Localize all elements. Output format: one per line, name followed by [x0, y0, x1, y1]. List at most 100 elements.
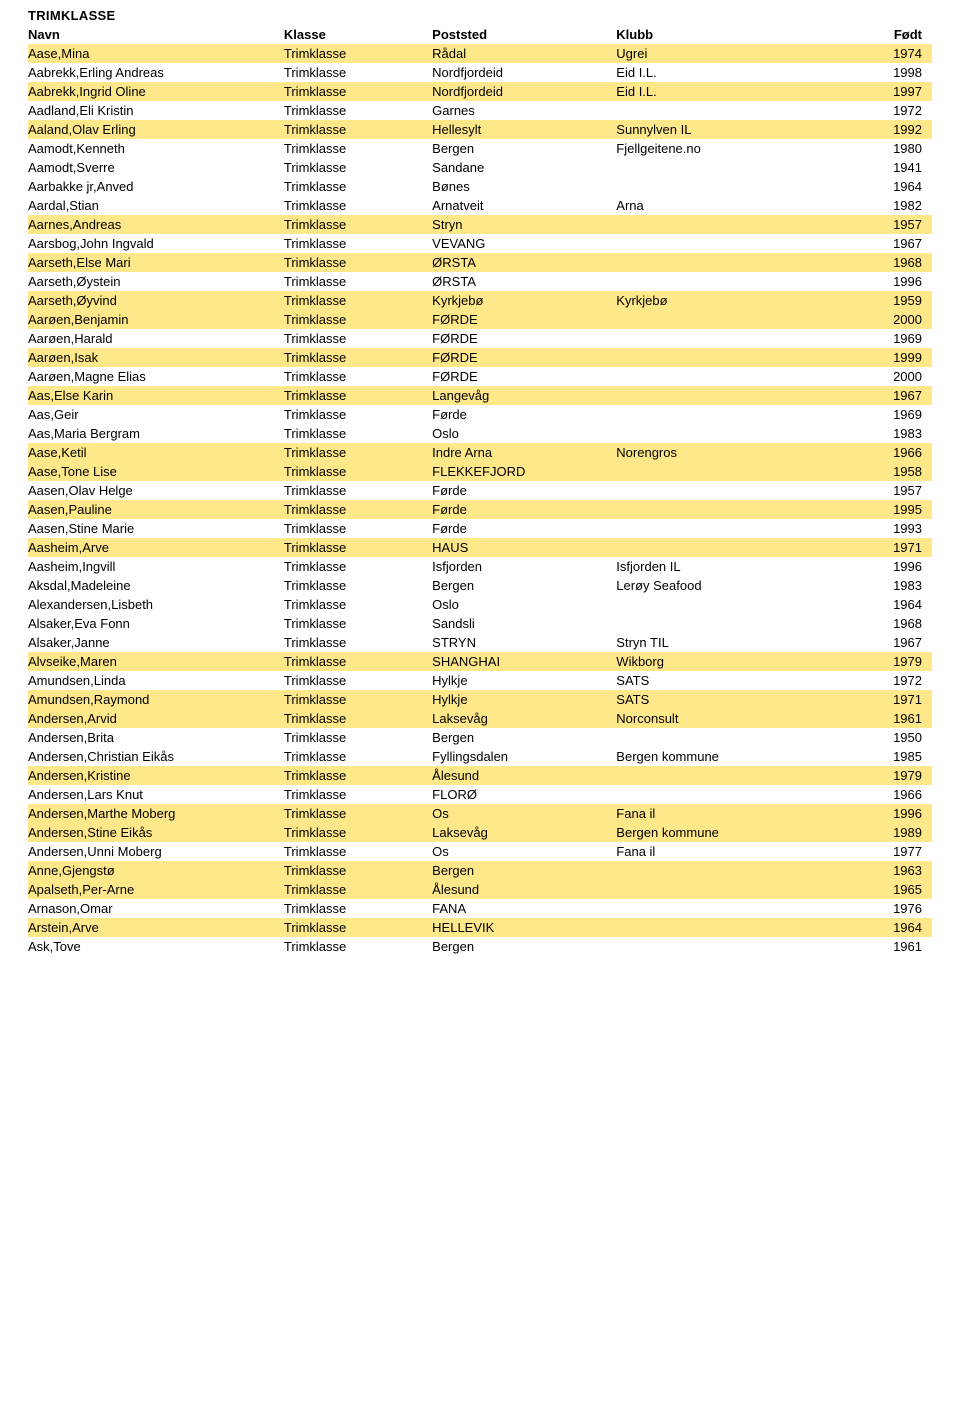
cell-poststed: FLEKKEFJORD	[432, 462, 616, 481]
cell-poststed: Førde	[432, 500, 616, 519]
cell-klubb: Lerøy Seafood	[616, 576, 848, 595]
cell-klasse: Trimklasse	[284, 614, 432, 633]
cell-navn: Aabrekk,Ingrid Oline	[28, 82, 284, 101]
cell-klubb: Fjellgeitene.no	[616, 139, 848, 158]
table-row: Aabrekk,Erling AndreasTrimklasseNordfjor…	[28, 63, 932, 82]
cell-fodt: 1999	[848, 348, 932, 367]
cell-poststed: Bønes	[432, 177, 616, 196]
cell-klasse: Trimklasse	[284, 196, 432, 215]
page-title: TRIMKLASSE	[28, 8, 932, 23]
cell-navn: Aarseth,Øyvind	[28, 291, 284, 310]
cell-klasse: Trimklasse	[284, 899, 432, 918]
cell-poststed: Bergen	[432, 861, 616, 880]
cell-klasse: Trimklasse	[284, 519, 432, 538]
cell-klubb: Bergen kommune	[616, 747, 848, 766]
cell-klasse: Trimklasse	[284, 272, 432, 291]
cell-fodt: 1996	[848, 557, 932, 576]
cell-poststed: Bergen	[432, 139, 616, 158]
cell-fodt: 1967	[848, 234, 932, 253]
cell-klubb	[616, 424, 848, 443]
table-header-row: Navn Klasse Poststed Klubb Født	[28, 25, 932, 44]
cell-fodt: 1964	[848, 595, 932, 614]
col-header-poststed: Poststed	[432, 25, 616, 44]
table-row: Aaland,Olav ErlingTrimklasseHellesyltSun…	[28, 120, 932, 139]
cell-klubb	[616, 405, 848, 424]
cell-fodt: 1966	[848, 785, 932, 804]
cell-fodt: 1997	[848, 82, 932, 101]
cell-klubb: Isfjorden IL	[616, 557, 848, 576]
cell-fodt: 1967	[848, 633, 932, 652]
table-row: Aarøen,BenjaminTrimklasseFØRDE2000	[28, 310, 932, 329]
cell-klubb	[616, 253, 848, 272]
cell-fodt: 1971	[848, 538, 932, 557]
cell-fodt: 1961	[848, 937, 932, 956]
table-row: Andersen,Christian EikåsTrimklasseFyllin…	[28, 747, 932, 766]
table-row: Aarseth,ØyvindTrimklasseKyrkjebøKyrkjebø…	[28, 291, 932, 310]
cell-poststed: FØRDE	[432, 329, 616, 348]
cell-navn: Aasen,Olav Helge	[28, 481, 284, 500]
table-row: Aarseth,Else MariTrimklasseØRSTA1968	[28, 253, 932, 272]
cell-fodt: 1965	[848, 880, 932, 899]
cell-fodt: 1993	[848, 519, 932, 538]
table-row: Aarøen,Magne EliasTrimklasseFØRDE2000	[28, 367, 932, 386]
cell-poststed: FANA	[432, 899, 616, 918]
cell-klubb	[616, 918, 848, 937]
cell-fodt: 1982	[848, 196, 932, 215]
cell-navn: Ask,Tove	[28, 937, 284, 956]
cell-navn: Aadland,Eli Kristin	[28, 101, 284, 120]
cell-fodt: 1989	[848, 823, 932, 842]
table-row: Aasheim,IngvillTrimklasseIsfjordenIsfjor…	[28, 557, 932, 576]
cell-poststed: Kyrkjebø	[432, 291, 616, 310]
cell-poststed: FLORØ	[432, 785, 616, 804]
cell-navn: Aaland,Olav Erling	[28, 120, 284, 139]
cell-navn: Anne,Gjengstø	[28, 861, 284, 880]
cell-klasse: Trimklasse	[284, 367, 432, 386]
cell-klubb	[616, 880, 848, 899]
cell-poststed: Hylkje	[432, 671, 616, 690]
cell-navn: Alexandersen,Lisbeth	[28, 595, 284, 614]
cell-navn: Amundsen,Raymond	[28, 690, 284, 709]
cell-poststed: Os	[432, 842, 616, 861]
cell-fodt: 1963	[848, 861, 932, 880]
table-row: Alvseike,MarenTrimklasseSHANGHAIWikborg1…	[28, 652, 932, 671]
cell-klubb	[616, 101, 848, 120]
cell-klasse: Trimklasse	[284, 576, 432, 595]
cell-poststed: Oslo	[432, 595, 616, 614]
cell-klasse: Trimklasse	[284, 310, 432, 329]
cell-navn: Aase,Ketil	[28, 443, 284, 462]
cell-fodt: 1972	[848, 101, 932, 120]
cell-klubb: SATS	[616, 690, 848, 709]
table-row: Aase,MinaTrimklasseRådalUgrei1974	[28, 44, 932, 63]
cell-poststed: FØRDE	[432, 348, 616, 367]
col-header-fodt: Født	[848, 25, 932, 44]
cell-poststed: Hylkje	[432, 690, 616, 709]
cell-fodt: 1964	[848, 918, 932, 937]
cell-poststed: Sandane	[432, 158, 616, 177]
cell-poststed: Ålesund	[432, 880, 616, 899]
table-row: Aarsbog,John IngvaldTrimklasseVEVANG1967	[28, 234, 932, 253]
table-row: Ask,ToveTrimklasseBergen1961	[28, 937, 932, 956]
cell-klubb	[616, 348, 848, 367]
cell-klubb	[616, 766, 848, 785]
cell-poststed: Sandsli	[432, 614, 616, 633]
cell-poststed: STRYN	[432, 633, 616, 652]
cell-fodt: 1996	[848, 272, 932, 291]
cell-klubb: Norconsult	[616, 709, 848, 728]
cell-fodt: 1976	[848, 899, 932, 918]
table-row: Andersen,KristineTrimklasseÅlesund1979	[28, 766, 932, 785]
cell-klubb: Kyrkjebø	[616, 291, 848, 310]
col-header-navn: Navn	[28, 25, 284, 44]
cell-navn: Andersen,Stine Eikås	[28, 823, 284, 842]
table-row: Alsaker,JanneTrimklasseSTRYNStryn TIL196…	[28, 633, 932, 652]
cell-fodt: 1967	[848, 386, 932, 405]
cell-poststed: FØRDE	[432, 310, 616, 329]
cell-klubb	[616, 899, 848, 918]
cell-poststed: Førde	[432, 481, 616, 500]
table-row: Andersen,Stine EikåsTrimklasseLaksevågBe…	[28, 823, 932, 842]
cell-fodt: 1995	[848, 500, 932, 519]
cell-navn: Amundsen,Linda	[28, 671, 284, 690]
cell-navn: Andersen,Christian Eikås	[28, 747, 284, 766]
cell-klubb	[616, 462, 848, 481]
cell-klubb	[616, 215, 848, 234]
cell-klasse: Trimklasse	[284, 690, 432, 709]
